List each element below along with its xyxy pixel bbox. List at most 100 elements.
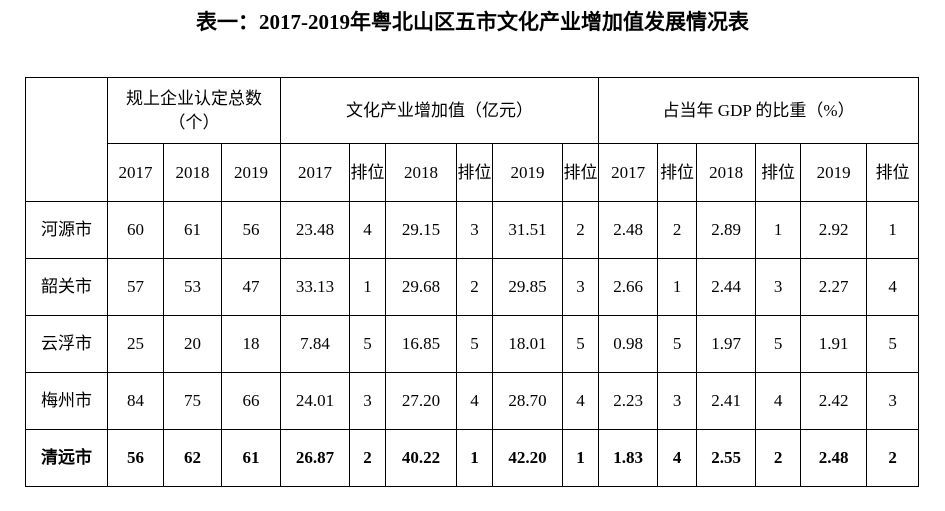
data-cell: 2.44 <box>696 258 757 316</box>
group-header: 规上企业认定总数（个） <box>106 77 282 144</box>
table-row: 河源市 60 61 56 23.48 4 29.15 3 31.51 2 2.48 2 2.89 1 2.9… <box>25 201 920 259</box>
data-cell: 2.55 <box>696 429 757 487</box>
column-header: 2019 <box>492 143 564 202</box>
data-cell: 61 <box>163 201 222 259</box>
title: 表一：2017-2019年粤北山区五市文化产业增加值发展情况表 <box>196 10 749 34</box>
data-cell: 5 <box>349 315 387 373</box>
table-row: 清远市 56 62 61 26.87 2 40.22 1 42.20 1 1.83 4 2.55 2 2.4… <box>25 429 920 487</box>
data-cell: 18 <box>220 315 282 373</box>
data-cell: 0.98 <box>598 315 659 373</box>
data-cell: 56 <box>220 201 282 259</box>
data-cell: 61 <box>220 429 282 487</box>
data-cell: 16.85 <box>385 315 458 373</box>
data-cell: 2.48 <box>598 201 659 259</box>
data-cell: 29.68 <box>385 258 458 316</box>
data-cell: 33.13 <box>280 258 351 316</box>
table-row: 梅州市 84 75 66 24.01 3 27.20 4 28.70 4 2.23 3 2.41 4 2.4… <box>25 372 920 430</box>
column-header: 排位 <box>456 143 494 202</box>
data-cell: 18.01 <box>492 315 564 373</box>
data-cell: 60 <box>107 201 164 259</box>
city-cell: 梅州市 <box>25 372 108 430</box>
data-cell: 2 <box>562 201 600 259</box>
data-cell: 3 <box>657 372 698 430</box>
data-cell: 42.20 <box>492 429 564 487</box>
data-cell: 5 <box>755 315 802 373</box>
data-cell: 7.84 <box>280 315 351 373</box>
data-cell: 4 <box>349 201 387 259</box>
data-cell: 56 <box>107 429 164 487</box>
data-cell: 20 <box>163 315 222 373</box>
data-cell: 1 <box>755 201 802 259</box>
column-header: 2019 <box>800 143 868 202</box>
group-header: 文化产业增加值（亿元） <box>280 77 600 144</box>
data-cell: 4 <box>755 372 802 430</box>
data-cell: 4 <box>562 372 600 430</box>
city-cell: 云浮市 <box>25 315 108 373</box>
data-cell: 75 <box>163 372 222 430</box>
column-header: 排位 <box>755 143 802 202</box>
data-cell: 1 <box>456 429 494 487</box>
data-cell: 2.42 <box>800 372 868 430</box>
table-row: 韶关市 57 53 47 33.13 1 29.68 2 29.85 3 2.66 1 2.44 3 2.2… <box>25 258 920 316</box>
data-cell: 25 <box>107 315 164 373</box>
data-cell: 53 <box>163 258 222 316</box>
data-cell: 2 <box>456 258 494 316</box>
column-header: 2017 <box>107 143 164 202</box>
data-cell: 3 <box>562 258 600 316</box>
table-row: 2017 2018 2019 2017 排位 2018 排位 2019 排位 2017 排位 2018… <box>26 143 920 202</box>
group-header: 占当年 GDP 的比重（%） <box>598 77 920 144</box>
column-header: 2018 <box>385 143 458 202</box>
data-cell: 5 <box>456 315 494 373</box>
column-header: 2017 <box>598 143 659 202</box>
column-header: 排位 <box>657 143 698 202</box>
data-cell: 2.23 <box>598 372 659 430</box>
data-cell: 62 <box>163 429 222 487</box>
data-cell: 2 <box>755 429 802 487</box>
data-cell: 4 <box>456 372 494 430</box>
data-cell: 5 <box>866 315 920 373</box>
data-cell: 29.85 <box>492 258 564 316</box>
data-cell: 28.70 <box>492 372 564 430</box>
data-cell: 2.48 <box>800 429 868 487</box>
data-cell: 2.66 <box>598 258 659 316</box>
table-row: 规上企业认定总数（个） 文化产业增加值（亿元） 占当年 GDP 的比重（%） <box>25 77 920 202</box>
data-cell: 3 <box>866 372 920 430</box>
data-cell: 27.20 <box>385 372 458 430</box>
data-cell: 29.15 <box>385 201 458 259</box>
data-cell: 57 <box>107 258 164 316</box>
data-cell: 2 <box>349 429 387 487</box>
data-cell: 47 <box>220 258 282 316</box>
data-cell: 5 <box>657 315 698 373</box>
table-row: 云浮市 25 20 18 7.84 5 16.85 5 18.01 5 0.98 5 1.97 5 1.91… <box>25 315 920 373</box>
data-cell: 2.92 <box>800 201 868 259</box>
data-cell: 1.97 <box>696 315 757 373</box>
column-header: 2018 <box>163 143 222 202</box>
data-cell: 23.48 <box>280 201 351 259</box>
data-cell: 2 <box>866 429 920 487</box>
data-cell: 5 <box>562 315 600 373</box>
column-header: 排位 <box>866 143 920 202</box>
data-cell: 3 <box>755 258 802 316</box>
data-cell: 24.01 <box>280 372 351 430</box>
data-cell: 40.22 <box>385 429 458 487</box>
data-cell: 1 <box>562 429 600 487</box>
city-cell: 韶关市 <box>25 258 108 316</box>
column-header: 排位 <box>562 143 600 202</box>
data-cell: 66 <box>220 372 282 430</box>
data-cell: 1.83 <box>598 429 659 487</box>
data-cell: 2.41 <box>696 372 757 430</box>
data-table: 规上企业认定总数（个） 文化产业增加值（亿元） 占当年 GDP 的比重（%） 2017… <box>25 77 920 487</box>
data-cell: 3 <box>456 201 494 259</box>
column-header: 排位 <box>349 143 387 202</box>
data-cell: 2 <box>657 201 698 259</box>
data-cell: 4 <box>866 258 920 316</box>
data-cell: 3 <box>349 372 387 430</box>
data-cell: 1 <box>657 258 698 316</box>
column-header: 2018 <box>696 143 757 202</box>
data-cell: 26.87 <box>280 429 351 487</box>
city-cell: 清远市 <box>25 429 108 487</box>
data-cell: 1.91 <box>800 315 868 373</box>
corner-cell <box>25 77 108 202</box>
data-cell: 84 <box>107 372 164 430</box>
